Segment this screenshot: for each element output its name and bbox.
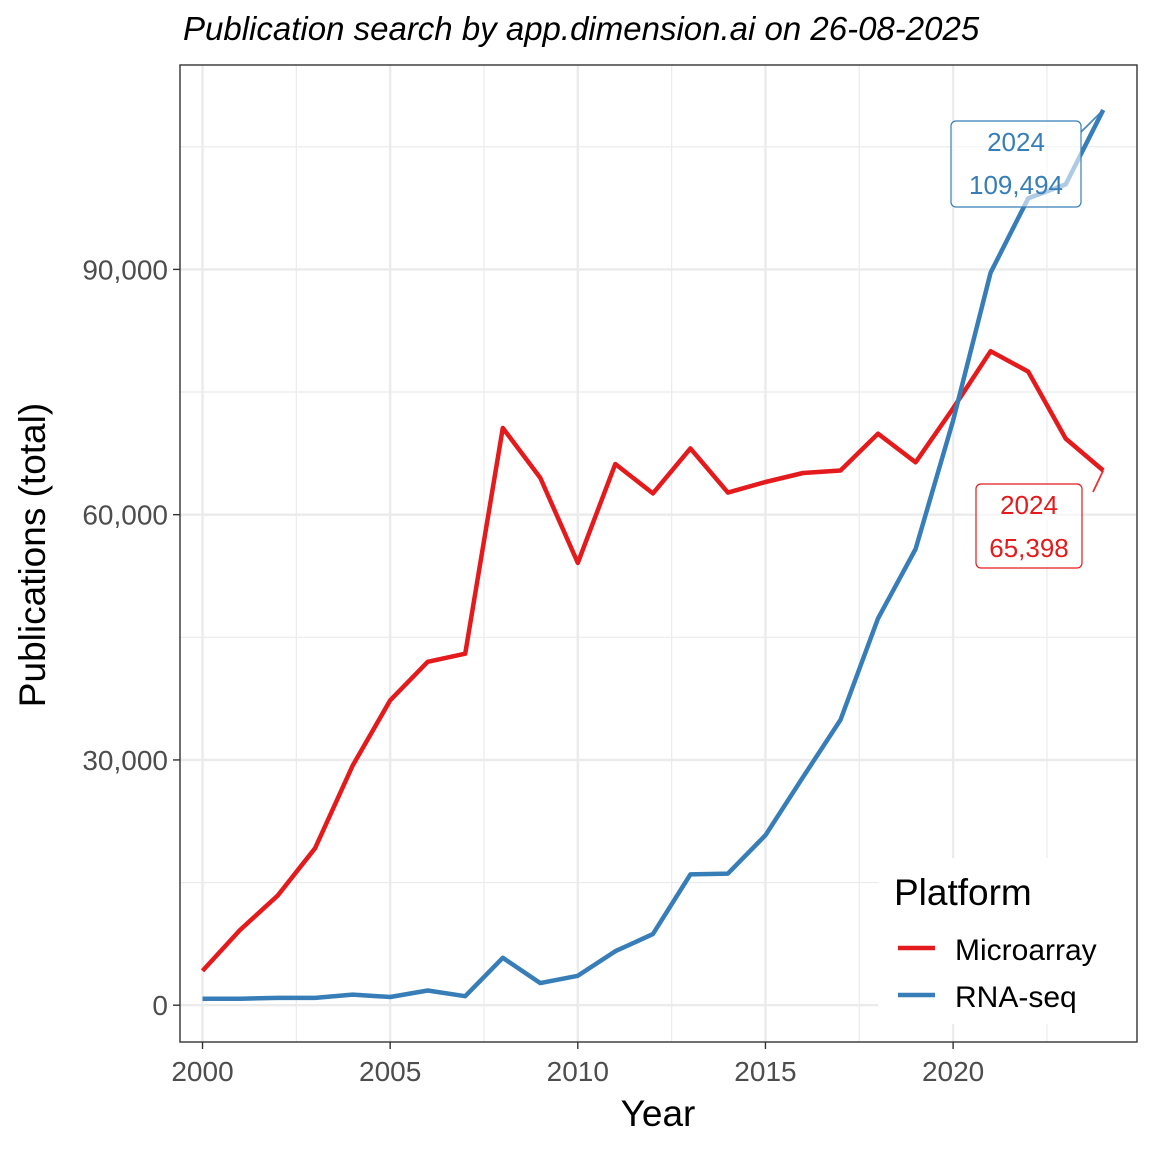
x-tick-label: 2015 — [734, 1056, 796, 1087]
annotation-leader-microarray — [1092, 470, 1105, 493]
x-axis-title: Year — [621, 1093, 696, 1134]
annotation-box-microarray — [975, 483, 1083, 569]
x-tick-label: 2000 — [171, 1056, 233, 1087]
legend-title: Platform — [894, 872, 1032, 913]
legend-label-microarray: Microarray — [955, 934, 1097, 967]
annotation-box-rna-seq — [950, 120, 1082, 208]
x-tick-label: 2020 — [922, 1056, 984, 1087]
y-axis-title: Publications (total) — [12, 403, 53, 707]
series-line-rna-seq — [202, 108, 1106, 1001]
x-axis: 2000 2005 2010 2015 2020 — [171, 1042, 984, 1087]
annotation-value-microarray: 65,398 — [989, 533, 1069, 563]
chart-title: Publication search by app.dimension.ai o… — [183, 10, 980, 47]
annotations: 2024 109,494 2024 65,398 — [950, 109, 1105, 569]
y-axis: 0 30,000 60,000 90,000 — [82, 254, 180, 1021]
legend: Platform Microarray RNA-seq — [878, 858, 1136, 1024]
annotation-leader-rna-seq — [1080, 109, 1104, 133]
annotation-year-microarray: 2024 — [1000, 490, 1058, 520]
annotation-value-rna-seq: 109,494 — [969, 170, 1063, 200]
annotation-year-rna-seq: 2024 — [987, 127, 1045, 157]
plot-border — [179, 64, 1138, 1043]
legend-label-rna-seq: RNA-seq — [955, 981, 1077, 1014]
plot-panel: 2024 109,494 2024 65,398 Platform Microarray… — [179, 64, 1138, 1043]
y-tick-label: 60,000 — [82, 500, 168, 531]
series-lines — [200, 108, 1106, 1001]
y-tick-label: 30,000 — [82, 745, 168, 776]
y-tick-label: 0 — [152, 990, 168, 1021]
series-line-microarray — [200, 348, 1105, 973]
x-tick-label: 2010 — [547, 1056, 609, 1087]
y-tick-label: 90,000 — [82, 254, 168, 285]
x-tick-label: 2005 — [359, 1056, 421, 1087]
